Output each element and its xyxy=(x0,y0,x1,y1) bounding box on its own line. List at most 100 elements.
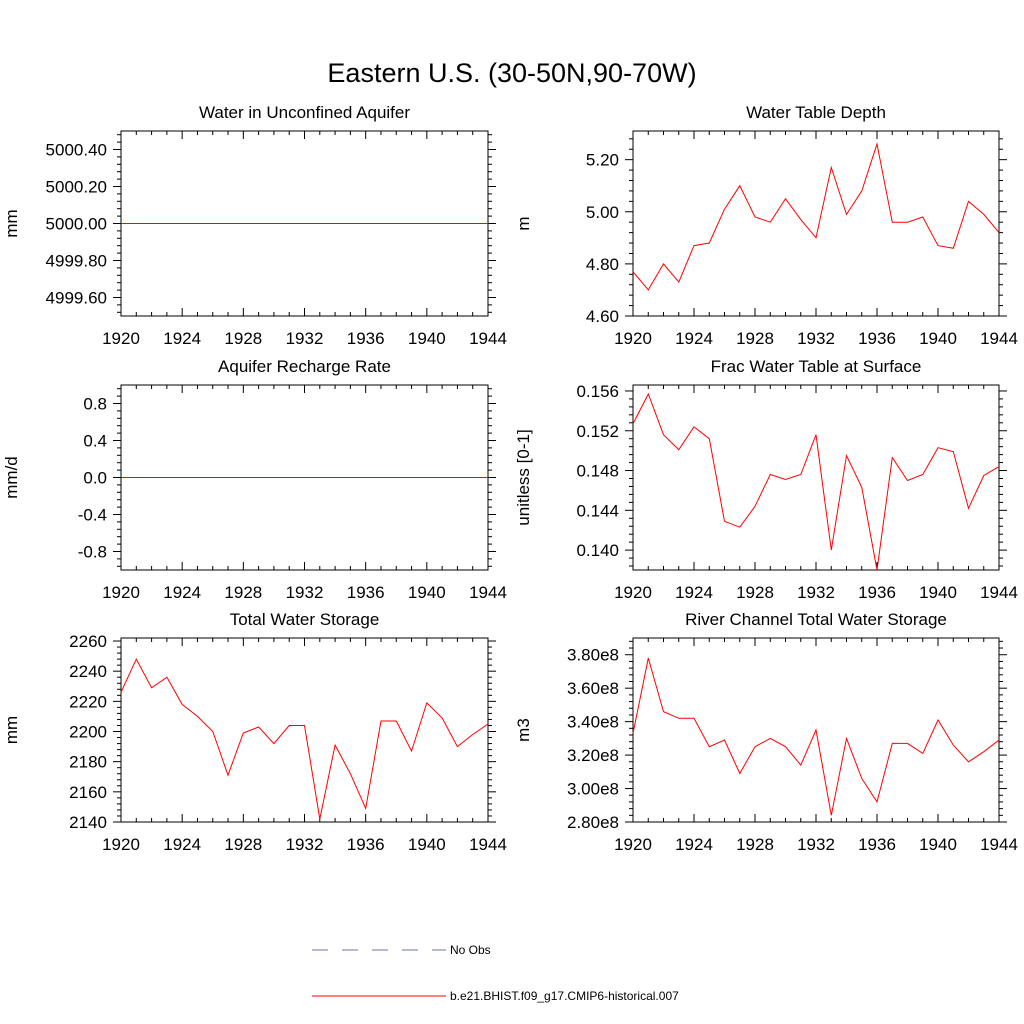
x-tick-label: 1944 xyxy=(469,583,507,602)
x-tick-label: 1940 xyxy=(408,583,446,602)
y-tick-label: 0.8 xyxy=(83,395,107,414)
y-axis-label: mm xyxy=(2,716,21,744)
panel-title: Water Table Depth xyxy=(746,103,886,122)
x-tick-label: 1944 xyxy=(469,329,507,348)
x-tick-label: 1924 xyxy=(675,329,713,348)
x-tick-label: 1920 xyxy=(102,329,140,348)
panel-title: Water in Unconfined Aquifer xyxy=(199,103,410,122)
x-tick-label: 1944 xyxy=(980,835,1018,854)
y-tick-label: 4999.80 xyxy=(46,252,107,271)
y-tick-label: 5.20 xyxy=(586,151,619,170)
y-tick-label: 0.4 xyxy=(83,432,107,451)
x-tick-label: 1924 xyxy=(163,583,201,602)
x-tick-label: 1940 xyxy=(919,583,957,602)
x-tick-label: 1932 xyxy=(797,835,835,854)
x-tick-label: 1920 xyxy=(614,583,652,602)
x-tick-label: 1936 xyxy=(347,583,385,602)
y-tick-label: 0.156 xyxy=(576,382,619,401)
y-axis-label: m xyxy=(514,216,533,230)
plot-frame xyxy=(632,384,1000,571)
x-tick-label: 1920 xyxy=(614,835,652,854)
y-tick-label: 3.00e8 xyxy=(567,780,619,799)
chart-panel-4: Frac Water Table at Surface unitless [0-1… xyxy=(514,357,1018,602)
series-line xyxy=(632,142,1000,291)
y-tick-label: 0.0 xyxy=(83,469,107,488)
y-tick-label: 2180 xyxy=(69,753,107,772)
x-tick-label: 1944 xyxy=(980,329,1018,348)
legend-label-model: b.e21.BHIST.f09_g17.CMIP6-historical.007 xyxy=(450,989,679,1003)
y-tick-label: -0.4 xyxy=(78,506,107,525)
y-tick-label: 4999.60 xyxy=(46,289,107,308)
y-tick-label: -0.8 xyxy=(78,543,107,562)
x-tick-label: 1944 xyxy=(469,835,507,854)
y-tick-label: 0.148 xyxy=(576,462,619,481)
legend: No Obs b.e21.BHIST.f09_g17.CMIP6-histori… xyxy=(312,943,679,1003)
x-tick-label: 1932 xyxy=(286,835,324,854)
y-tick-label: 2260 xyxy=(69,632,107,651)
x-tick-label: 1932 xyxy=(286,329,324,348)
plot-frame xyxy=(632,130,1000,317)
x-tick-label: 1944 xyxy=(980,583,1018,602)
y-tick-label: 2140 xyxy=(69,813,107,832)
x-tick-label: 1928 xyxy=(736,835,774,854)
y-axis-label: m3 xyxy=(514,718,533,742)
y-tick-label: 0.144 xyxy=(576,501,619,520)
panel-title: Frac Water Table at Surface xyxy=(711,357,922,376)
y-tick-label: 4.60 xyxy=(586,307,619,326)
legend-label-no-obs: No Obs xyxy=(450,943,491,957)
y-axis-label: mm/d xyxy=(2,456,21,499)
y-tick-label: 3.80e8 xyxy=(567,646,619,665)
y-tick-label: 0.152 xyxy=(576,422,619,441)
x-tick-label: 1928 xyxy=(224,329,262,348)
x-tick-label: 1924 xyxy=(163,329,201,348)
y-axis-label: unitless [0-1] xyxy=(514,429,533,525)
x-tick-label: 1924 xyxy=(675,835,713,854)
x-tick-label: 1940 xyxy=(408,835,446,854)
chart-panel-6: River Channel Total Water Storage m3 1920 1… xyxy=(514,610,1018,854)
y-tick-label: 4.80 xyxy=(586,255,619,274)
y-tick-label: 2.80e8 xyxy=(567,813,619,832)
panel-title: Total Water Storage xyxy=(230,610,380,629)
chart-panel-2: Water Table Depth m 1920 1924 1928 1932 1936 19… xyxy=(514,103,1018,348)
y-tick-label: 5.00 xyxy=(586,203,619,222)
x-tick-label: 1932 xyxy=(286,583,324,602)
x-tick-label: 1928 xyxy=(736,583,774,602)
x-tick-label: 1928 xyxy=(224,583,262,602)
y-tick-label: 5000.00 xyxy=(46,215,107,234)
x-tick-label: 1924 xyxy=(675,583,713,602)
x-tick-label: 1932 xyxy=(797,329,835,348)
y-axis-label: mm xyxy=(2,209,21,237)
x-tick-label: 1928 xyxy=(224,835,262,854)
x-tick-label: 1920 xyxy=(614,329,652,348)
y-tick-label: 0.140 xyxy=(576,541,619,560)
y-tick-label: 3.60e8 xyxy=(567,679,619,698)
chart-panel-5: Total Water Storage mm 1920 1924 1928 1932 193… xyxy=(2,610,507,854)
y-tick-label: 3.40e8 xyxy=(567,713,619,732)
x-tick-label: 1940 xyxy=(919,329,957,348)
x-tick-label: 1920 xyxy=(102,583,140,602)
plot-frame xyxy=(120,637,489,823)
y-tick-label: 2240 xyxy=(69,662,107,681)
series-line xyxy=(632,392,1000,571)
series-line xyxy=(120,657,489,820)
panels: Water in Unconfined Aquifer mm 1920 1924 192… xyxy=(2,103,1018,854)
y-tick-label: 2160 xyxy=(69,783,107,802)
panel-title: River Channel Total Water Storage xyxy=(685,610,947,629)
x-tick-label: 1940 xyxy=(919,835,957,854)
x-tick-label: 1940 xyxy=(408,329,446,348)
y-tick-label: 2220 xyxy=(69,692,107,711)
y-tick-label: 5000.40 xyxy=(46,141,107,160)
x-tick-label: 1932 xyxy=(797,583,835,602)
x-tick-label: 1936 xyxy=(858,583,896,602)
x-tick-label: 1920 xyxy=(102,835,140,854)
x-tick-label: 1936 xyxy=(858,329,896,348)
series-line xyxy=(632,657,1000,816)
figure-title: Eastern U.S. (30-50N,90-70W) xyxy=(327,58,696,88)
chart-panel-3: Aquifer Recharge Rate mm/d 1920 1924 1928 193… xyxy=(2,357,507,602)
x-tick-label: 1936 xyxy=(347,329,385,348)
x-tick-label: 1924 xyxy=(163,835,201,854)
x-tick-label: 1936 xyxy=(858,835,896,854)
y-tick-label: 3.20e8 xyxy=(567,746,619,765)
chart-panel-1: Water in Unconfined Aquifer mm 1920 1924 192… xyxy=(2,103,507,348)
